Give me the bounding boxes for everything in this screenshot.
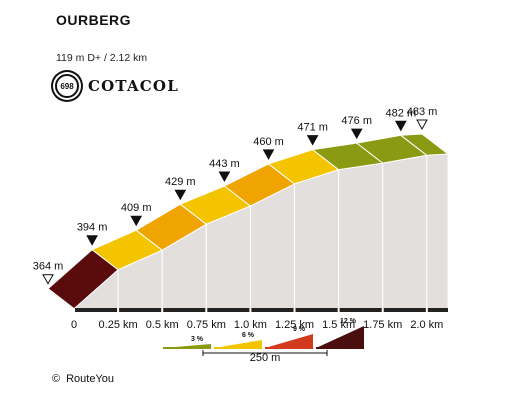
cotacol-wordmark: COTACOL	[88, 77, 179, 95]
base-tick-gap	[117, 308, 120, 312]
x-tick-label: 1.0 km	[234, 319, 267, 331]
base-tick-gap	[293, 308, 296, 312]
profile-wall-segment	[294, 168, 340, 311]
x-tick-label: 0.25 km	[99, 319, 138, 331]
x-tick-label: 2.0 km	[410, 319, 443, 331]
elevation-marker	[350, 128, 363, 140]
gradient-legend: 3 % 6 % 9 % 12 % 250 m	[163, 318, 364, 364]
elevation-marker	[42, 274, 54, 285]
x-axis-tick-labels: 0 0.25 km 0.5 km 0.75 km 1.0 km 1.25 km 1.5 km…	[71, 319, 443, 331]
cotacol-number-badge: 698	[55, 74, 79, 98]
elevation-marker	[394, 120, 407, 132]
legend-swatch	[316, 326, 364, 348]
elevation-labels: 364 m 394 m 409 m 429 m 443 m 460 m 471 m 476 m…	[33, 106, 438, 273]
elevation-markers	[42, 119, 428, 285]
profile-wall-segment	[382, 154, 428, 311]
elevation-marker	[306, 135, 319, 146]
x-tick-label: 1.75 km	[363, 319, 402, 331]
base-tick-gap	[73, 308, 75, 312]
elevation-marker	[218, 171, 231, 183]
elevation-label: 443 m	[209, 158, 240, 170]
profile-gradient-segments	[47, 133, 450, 310]
legend-label: 3 %	[191, 336, 204, 343]
base-tick-gap	[337, 308, 340, 312]
elevation-marker	[86, 235, 98, 246]
elevation-marker	[262, 149, 275, 160]
copyright-symbol: ©	[52, 373, 61, 385]
elevation-marker	[416, 119, 428, 131]
copyright-notice: © RouteYou	[52, 373, 114, 385]
x-tick-label: 1.5 km	[322, 319, 355, 331]
x-tick-label: 0	[71, 319, 77, 331]
elevation-label: 429 m	[165, 176, 196, 188]
legend-swatch-base	[316, 347, 364, 349]
elevation-marker	[130, 215, 143, 227]
legend-label: 9 %	[293, 326, 306, 333]
legend-swatch	[214, 340, 262, 348]
legend-swatch-base	[163, 347, 211, 349]
x-tick-label: 0.75 km	[187, 319, 226, 331]
profile-base	[47, 287, 448, 312]
elevation-label: 394 m	[77, 222, 108, 234]
elevation-label: 364 m	[33, 261, 64, 273]
base-tick-gap	[249, 308, 252, 312]
elevation-label: 483 m	[407, 106, 438, 118]
legend-label: 6 %	[242, 332, 255, 339]
elevation-label: 471 m	[297, 122, 328, 134]
chart-title: OURBERG	[56, 12, 132, 28]
legend-swatch	[265, 334, 313, 348]
x-tick-label: 1.25 km	[275, 319, 314, 331]
copyright-text: RouteYou	[66, 373, 115, 385]
profile-wall-segment	[426, 153, 449, 311]
elevation-marker	[174, 189, 187, 201]
elevation-label: 460 m	[253, 136, 284, 148]
base-tick-gap	[161, 308, 164, 312]
elevation-label: 476 m	[341, 115, 372, 127]
elevation-label: 482 m	[386, 107, 417, 119]
legend-swatch-base	[265, 347, 313, 349]
x-tick-label: 0.5 km	[146, 319, 179, 331]
profile-base-bar	[74, 308, 448, 312]
base-tick-gap	[425, 308, 428, 312]
base-tick-gap	[381, 308, 384, 312]
profile-wall-segment	[338, 162, 384, 311]
elevation-label: 409 m	[121, 202, 152, 214]
profile-segment	[399, 133, 450, 156]
cotacol-logo: 698 COTACOL	[55, 72, 179, 100]
chart-subtitle: 119 m D+ / 2.12 km	[56, 52, 148, 64]
legend-label: 12 %	[340, 318, 357, 325]
base-tick-gap	[205, 308, 208, 312]
legend-swatch-base	[214, 347, 262, 349]
scale-label: 250 m	[250, 352, 281, 364]
